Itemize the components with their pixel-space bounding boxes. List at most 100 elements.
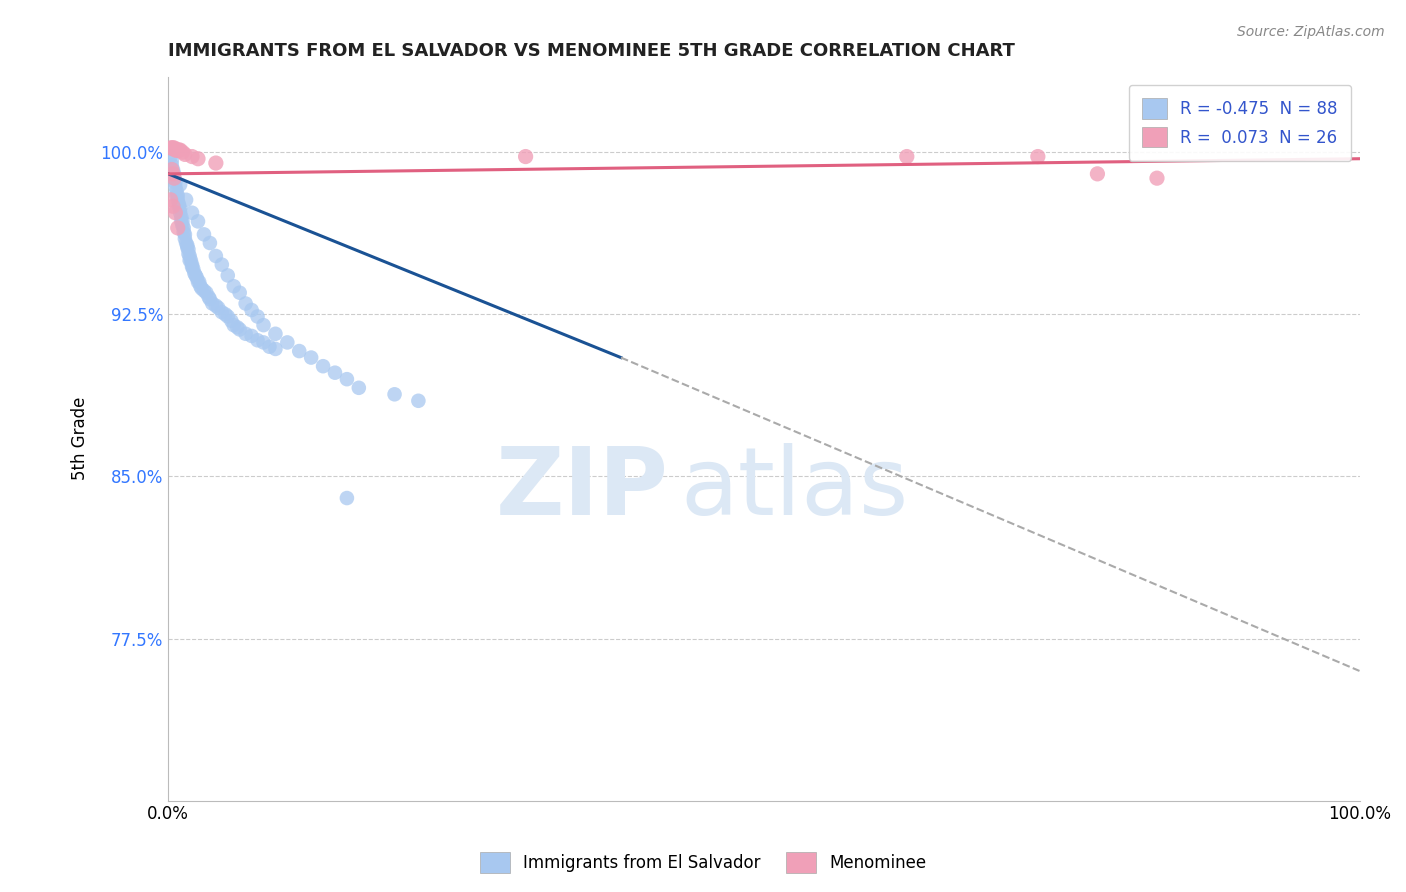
Point <box>222 279 245 293</box>
Point <box>288 344 311 359</box>
Point <box>176 240 198 254</box>
Point <box>336 372 359 386</box>
Point <box>259 340 281 354</box>
Point <box>162 141 184 155</box>
Point <box>221 314 243 328</box>
Point <box>181 262 204 277</box>
Point <box>222 318 245 333</box>
Point <box>181 150 204 164</box>
Point <box>299 351 322 365</box>
Point <box>174 235 197 250</box>
Point <box>207 301 229 315</box>
Point <box>228 285 250 300</box>
Text: IMMIGRANTS FROM EL SALVADOR VS MENOMINEE 5TH GRADE CORRELATION CHART: IMMIGRANTS FROM EL SALVADOR VS MENOMINEE… <box>169 42 1015 60</box>
Point <box>169 202 191 216</box>
Point <box>240 303 263 318</box>
Point <box>228 322 250 336</box>
Point <box>181 260 204 274</box>
Point <box>167 197 190 211</box>
Point <box>169 143 191 157</box>
Point <box>197 290 219 304</box>
Point <box>167 199 190 213</box>
Point <box>166 193 188 207</box>
Point <box>167 143 190 157</box>
Point <box>160 153 183 168</box>
Point <box>1146 171 1168 186</box>
Point <box>163 141 186 155</box>
Point <box>165 179 187 194</box>
Point <box>172 145 194 160</box>
Point <box>162 167 184 181</box>
Point <box>177 247 200 261</box>
Point <box>195 285 218 300</box>
Point <box>163 171 186 186</box>
Point <box>1026 150 1049 164</box>
Point <box>246 310 269 324</box>
Text: Source: ZipAtlas.com: Source: ZipAtlas.com <box>1237 25 1385 39</box>
Point <box>193 284 215 298</box>
Point <box>170 210 193 224</box>
Point <box>173 225 195 239</box>
Point <box>347 381 370 395</box>
Point <box>166 184 188 198</box>
Point <box>174 147 197 161</box>
Point <box>159 193 181 207</box>
Point <box>246 333 269 347</box>
Point <box>384 387 406 401</box>
Point <box>174 227 197 242</box>
Point <box>169 178 191 192</box>
Point <box>166 220 188 235</box>
Point <box>163 167 186 181</box>
Point <box>252 335 274 350</box>
Point <box>187 275 209 289</box>
Point <box>252 318 274 333</box>
Point <box>165 206 187 220</box>
Point <box>198 235 221 250</box>
Point <box>166 143 188 157</box>
Point <box>190 281 212 295</box>
Point <box>276 335 298 350</box>
Point <box>174 193 197 207</box>
Point <box>226 320 249 334</box>
Text: atlas: atlas <box>681 443 908 535</box>
Point <box>159 150 181 164</box>
Point <box>235 296 257 310</box>
Legend: Immigrants from El Salvador, Menominee: Immigrants from El Salvador, Menominee <box>474 846 932 880</box>
Text: ZIP: ZIP <box>496 443 669 535</box>
Point <box>179 249 201 263</box>
Point <box>515 150 537 164</box>
Point <box>184 268 207 283</box>
Point <box>169 206 191 220</box>
Point <box>162 199 184 213</box>
Point <box>217 268 239 283</box>
Point <box>188 275 211 289</box>
Point <box>336 491 359 505</box>
Point <box>205 299 228 313</box>
Point <box>211 258 233 272</box>
Point <box>176 238 198 252</box>
Point <box>174 232 197 246</box>
Point <box>201 296 224 310</box>
Point <box>165 143 187 157</box>
Point <box>163 171 186 186</box>
Point <box>160 162 183 177</box>
Point <box>160 158 183 172</box>
Point <box>177 243 200 257</box>
Point <box>408 393 430 408</box>
Point <box>166 188 188 202</box>
Point <box>162 162 184 177</box>
Point <box>180 253 202 268</box>
Point <box>166 143 188 157</box>
Point <box>193 227 215 242</box>
Point <box>214 307 236 321</box>
Point <box>160 141 183 155</box>
Y-axis label: 5th Grade: 5th Grade <box>72 397 89 480</box>
Point <box>170 214 193 228</box>
Point <box>159 141 181 155</box>
Point <box>190 279 212 293</box>
Point <box>172 214 194 228</box>
Point <box>172 219 194 233</box>
Point <box>181 258 204 272</box>
Point <box>173 220 195 235</box>
Point <box>896 150 918 164</box>
